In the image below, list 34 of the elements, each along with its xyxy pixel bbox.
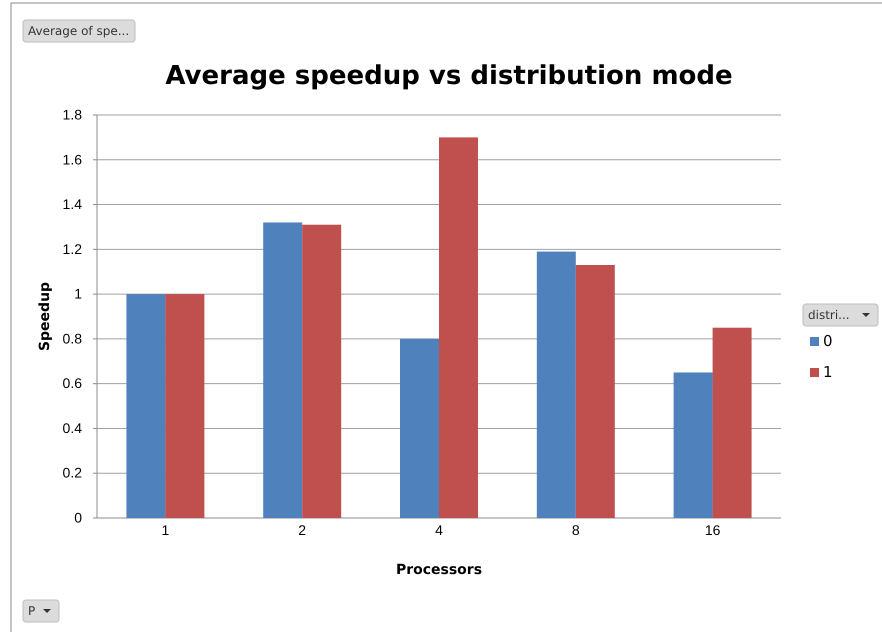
y-tick-label: 0 (74, 509, 82, 526)
x-axis-title: Processors (396, 562, 482, 578)
bar (302, 224, 342, 518)
y-axis-title: Speedup (37, 282, 53, 352)
y-tick-label: 0.4 (62, 420, 82, 436)
legend-field-button: distri... (802, 304, 878, 326)
bar (674, 372, 713, 518)
y-tick-label: 1.8 (62, 106, 82, 122)
x-tick-label: 8 (572, 522, 580, 538)
bar (536, 252, 576, 518)
x-tick-label: 1 (162, 522, 170, 538)
y-tick-label: 0.6 (62, 375, 82, 392)
bar (263, 222, 302, 518)
chart-title: Average speedup vs distribution mode (165, 61, 733, 91)
y-tick-label: 1.4 (62, 196, 82, 212)
x-tick-label: 4 (435, 522, 444, 538)
bar (576, 265, 615, 518)
y-tick-label: 1 (74, 286, 82, 302)
legend-label: 0 (823, 332, 833, 350)
bar (712, 328, 752, 518)
legend-title: distri... (808, 308, 850, 322)
bar (126, 294, 166, 518)
bar (165, 294, 204, 518)
value-field-button: Average of spe... (22, 20, 136, 42)
y-tick-label: 1.2 (62, 240, 82, 257)
y-tick-label: 0.8 (62, 330, 82, 346)
legend-label: 1 (823, 363, 833, 381)
bar (439, 137, 478, 518)
y-tick-label: 1.6 (62, 151, 82, 168)
bar (400, 338, 439, 518)
axis-field-button: P (22, 600, 60, 622)
x-tick-label: 16 (704, 522, 721, 538)
y-tick-label: 0.2 (62, 464, 82, 481)
x-tick-label: 2 (298, 522, 306, 538)
